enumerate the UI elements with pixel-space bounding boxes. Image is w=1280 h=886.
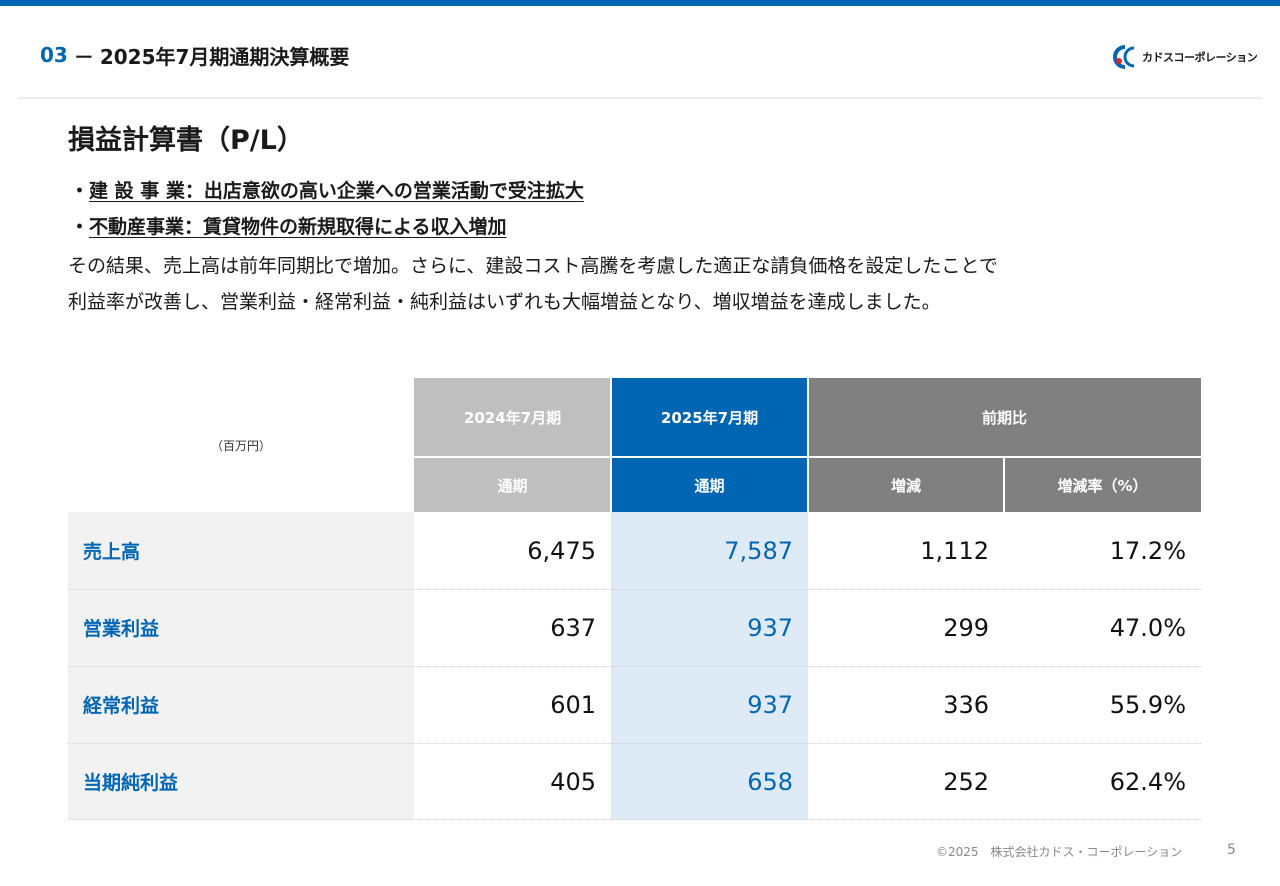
header-curr-sub: 通期 (694, 476, 725, 495)
header-curr-year-block: 2025年7月期 (611, 378, 808, 512)
cell-sales-prev: 6,475 (527, 536, 596, 565)
header-prev-sub: 通期 (497, 476, 528, 495)
cell-operating-diff: 299 (943, 613, 989, 642)
page-title: 損益計算書（P/L） (68, 125, 304, 156)
summary-text: その結果、売上高は前年同期比で増加。さらに、建設コスト高騰を考慮した適正な請負価… (68, 248, 1218, 320)
row-divider (68, 819, 1201, 820)
summary-line-1: その結果、売上高は前年同期比で増加。さらに、建設コスト高騰を考慮した適正な請負価… (68, 255, 998, 277)
unit-label: （百万円） (210, 438, 271, 453)
bullet-real-estate: ・不動産事業：賃貸物件の新規取得による収入増加 (70, 212, 506, 239)
bullet-marker: ・ (70, 180, 90, 202)
cell-sales-curr: 7,587 (611, 512, 808, 589)
summary-line-2: 利益率が改善し、営業利益・経常利益・純利益はいずれも大幅増益となり、増収増益を達… (68, 291, 941, 313)
cell-net-diff: 252 (943, 767, 989, 796)
logo-text: カドスコーポレーション (1142, 51, 1258, 64)
cell-sales-rate: 17.2% (1109, 536, 1186, 565)
bullet-text: 不動産事業：賃貸物件の新規取得による収入増加 (89, 216, 507, 238)
section-number: 03 (40, 43, 68, 67)
header-divider (18, 97, 1262, 99)
row-divider (68, 666, 1201, 667)
section-header: 03 － 2025年7月期通期決算概要 (40, 40, 349, 70)
header-prev-year: 2024年7月期 (463, 409, 562, 427)
cell-sales-diff: 1,112 (920, 536, 989, 565)
logo-mark-icon (1113, 45, 1135, 69)
cell-ordinary-curr: 937 (611, 666, 808, 743)
header-col-divider (807, 378, 809, 512)
footer-copyright: ©2025 株式会社カドス・コーポレーション (936, 845, 1183, 859)
row-divider (68, 589, 1201, 590)
header-diff: 増減 (890, 476, 921, 495)
header-rate: 増減率（%） (1057, 476, 1148, 495)
cell-ordinary-diff: 336 (943, 690, 989, 719)
row-label-ordinary-income: 経常利益 (68, 666, 414, 743)
top-accent-bar (0, 0, 1280, 6)
header-prev-year-block: 2024年7月期 (414, 378, 611, 512)
row-label-net-income: 当期純利益 (68, 743, 414, 820)
cell-operating-rate: 47.0% (1109, 613, 1186, 642)
cell-net-prev: 405 (550, 767, 596, 796)
cell-operating-prev: 637 (550, 613, 596, 642)
bullet-construction: ・建 設 事 業：出店意欲の高い企業への営業活動で受注拡大 (70, 176, 584, 203)
cell-net-rate: 62.4% (1109, 767, 1186, 796)
bullet-text: 建 設 事 業：出店意欲の高い企業への営業活動で受注拡大 (89, 180, 584, 202)
cell-operating-curr: 937 (611, 589, 808, 666)
cell-net-curr: 658 (611, 743, 808, 820)
header-yoy: 前期比 (981, 409, 1027, 427)
page-number: 5 (1227, 842, 1236, 858)
header-col-divider (1003, 458, 1005, 512)
bullet-marker: ・ (70, 216, 90, 238)
row-label-sales: 売上高 (68, 512, 414, 589)
pl-table: （百万円） 2024年7月期 2025年7月期 前期比 通期 通期 増減 増減率… (68, 378, 1201, 820)
section-dash: － (73, 44, 94, 69)
cell-ordinary-prev: 601 (550, 690, 596, 719)
header-curr-year: 2025年7月期 (660, 409, 759, 427)
cell-ordinary-rate: 55.9% (1109, 690, 1186, 719)
company-logo: カドスコーポレーション (1110, 44, 1258, 70)
row-label-operating-income: 営業利益 (68, 589, 414, 666)
section-title: 2025年7月期通期決算概要 (99, 44, 350, 69)
row-divider (68, 743, 1201, 744)
header-col-divider (610, 378, 612, 512)
